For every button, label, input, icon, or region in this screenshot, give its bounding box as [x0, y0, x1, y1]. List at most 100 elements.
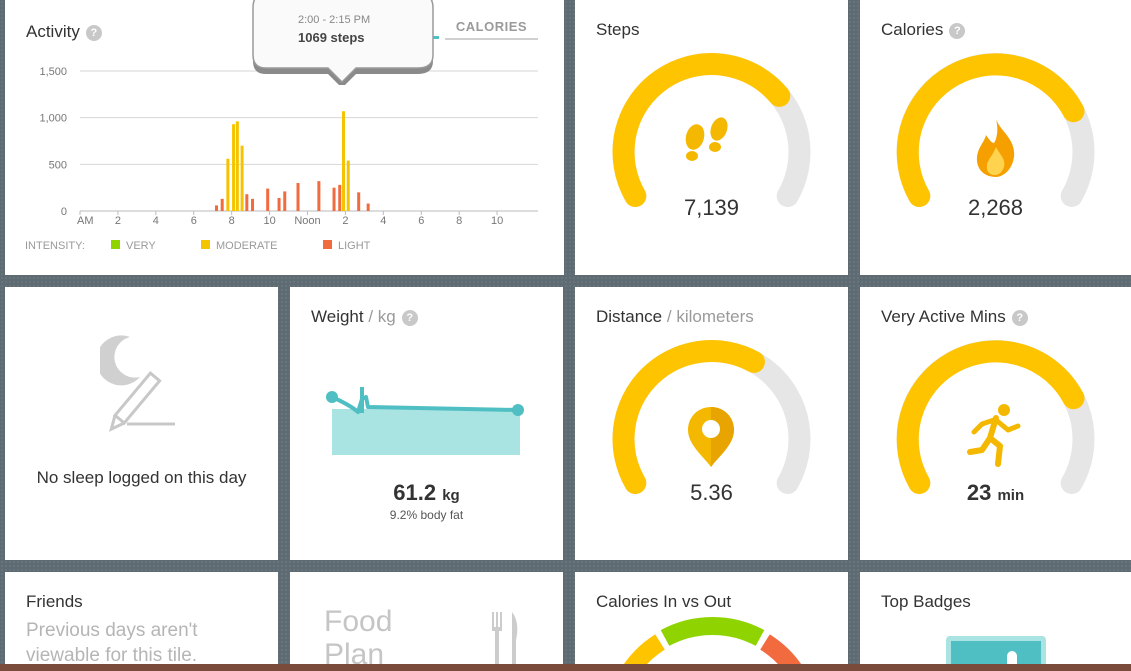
legend-very: VERY — [111, 240, 156, 252]
steps-gauge — [612, 52, 811, 207]
bottom-strip — [0, 664, 1131, 671]
chart-bar-light[interactable] — [366, 203, 370, 211]
legend-moderate-label: MODERATE — [216, 240, 278, 252]
gauge-fill — [896, 340, 1085, 494]
top-badges-tile[interactable]: Top Badges — [860, 572, 1131, 671]
tab-indicator — [433, 36, 439, 39]
tooltip-time: 2:00 - 2:15 PM — [298, 14, 371, 26]
legend-light: LIGHT — [323, 240, 370, 252]
help-icon[interactable]: ? — [85, 25, 102, 41]
y-tick-label: 1,000 — [39, 113, 67, 125]
y-tick-label: 500 — [49, 159, 67, 171]
distance-value: 5.36 — [690, 480, 733, 505]
chart-bar-light[interactable] — [215, 205, 218, 211]
legend-light-label: LIGHT — [338, 240, 371, 252]
distance-gauge — [612, 339, 811, 494]
x-tick-label: 6 — [418, 215, 424, 227]
chart-bar-light[interactable] — [338, 184, 342, 211]
calories-tab-label: CALORIES — [455, 19, 528, 34]
distance-title: Distance / kilometers — [596, 307, 754, 327]
chart-bar-moderate[interactable] — [232, 124, 236, 211]
x-tick-label: 2 — [115, 215, 121, 227]
chart-bar-light[interactable] — [245, 194, 249, 211]
weight-chart — [326, 387, 524, 455]
map-pin-icon — [688, 407, 734, 467]
chart-bars — [215, 111, 370, 211]
weight-unit-label: / kg — [368, 307, 396, 326]
calories-gauge — [896, 52, 1095, 207]
friends-message: Previous days aren't viewable for this t… — [26, 620, 198, 666]
calories-in-out-title: Calories In vs Out — [596, 592, 732, 611]
weight-body-fat: 9.2% body fat — [389, 508, 464, 522]
calories-tile[interactable]: Calories? 2,268 — [860, 0, 1131, 275]
chart-x-tick-labels: AM 2 4 6 8 10 Noon 2 4 6 8 10 — [77, 211, 503, 227]
very-active-tile[interactable]: Very Active Mins? 23 min — [860, 287, 1131, 560]
chart-bar-light[interactable] — [357, 192, 361, 211]
x-tick-label: 10 — [263, 215, 275, 227]
weight-tile[interactable]: Weight / kg? 61.2 kg 9.2% body fat — [290, 287, 563, 560]
chart-bar-light[interactable] — [296, 183, 300, 211]
calories-tab[interactable]: CALORIES — [445, 18, 538, 40]
x-tick-label: 2 — [342, 215, 348, 227]
legend-moderate-swatch — [201, 240, 210, 249]
weight-title: Weight / kg? — [311, 307, 418, 327]
chart-bar-light[interactable] — [251, 198, 255, 211]
help-icon[interactable]: ? — [401, 310, 418, 326]
activity-tile[interactable]: Activity? CALORIES 1,500 1,000 500 0 AM 2 4 6 8… — [5, 0, 564, 275]
help-icon[interactable]: ? — [949, 23, 966, 39]
very-active-gauge — [896, 339, 1095, 494]
x-tick-label: AM — [77, 215, 94, 227]
activity-title-text: Activity — [26, 22, 80, 41]
gauge-fill — [612, 53, 791, 207]
top-badges-title: Top Badges — [881, 592, 971, 611]
runner-icon — [967, 404, 1021, 467]
chart-bar-light[interactable] — [332, 187, 336, 211]
chart-bar-moderate[interactable] — [342, 111, 346, 211]
chart-bar-moderate[interactable] — [235, 121, 239, 211]
food-plan-title: Food Plan — [324, 605, 393, 671]
legend-light-swatch — [323, 240, 332, 249]
very-active-unit: min — [997, 487, 1025, 504]
very-active-number: 23 — [966, 480, 992, 505]
chart-bar-light[interactable] — [317, 181, 321, 211]
chart-bar-light[interactable] — [266, 188, 270, 211]
footprints-icon — [685, 117, 728, 161]
legend-very-swatch — [111, 240, 120, 249]
x-tick-label: 8 — [229, 215, 235, 227]
very-active-value: 23 min — [860, 480, 1131, 506]
chart-grid: 1,500 1,000 500 0 — [39, 66, 538, 218]
calories-title-text: Calories — [881, 20, 944, 39]
chart-bar-light[interactable] — [277, 197, 281, 211]
food-plan-tile[interactable]: Food Plan — [290, 572, 563, 671]
sleep-tile[interactable]: No sleep logged on this day — [5, 287, 278, 560]
steps-title: Steps — [596, 20, 640, 39]
weight-title-text: Weight — [311, 307, 364, 326]
sleep-message: No sleep logged on this day — [36, 468, 247, 487]
tooltip-value: 1069 steps — [298, 30, 365, 45]
help-icon[interactable]: ? — [1011, 310, 1028, 326]
distance-tile[interactable]: Distance / kilometers 5.36 — [575, 287, 848, 560]
chart-bar-moderate[interactable] — [346, 160, 350, 211]
very-active-title-text: Very Active Mins — [881, 307, 1006, 326]
friends-title: Friends — [26, 592, 83, 611]
chart-bar-light[interactable] — [220, 198, 224, 211]
flame-icon — [976, 119, 1015, 177]
gauge-fill — [896, 53, 1085, 207]
calories-title: Calories? — [881, 20, 966, 40]
calories-value: 2,268 — [967, 195, 1024, 220]
y-tick-label: 0 — [61, 206, 67, 218]
legend-very-label: VERY — [126, 240, 156, 252]
gauge-fill — [612, 340, 765, 494]
calories-in-out-tile[interactable]: Calories In vs Out — [575, 572, 848, 671]
intensity-legend: INTENSITY: VERY MODERATE LIGHT — [25, 240, 545, 254]
chart-bar-moderate[interactable] — [240, 145, 244, 211]
intensity-label: INTENSITY: — [25, 240, 85, 252]
activity-chart: 1,500 1,000 500 0 AM 2 4 6 8 10 Noon 2 4 6 8 10 — [39, 66, 538, 227]
chart-bar-light[interactable] — [283, 191, 287, 211]
steps-value: 7,139 — [683, 195, 740, 220]
friends-tile[interactable]: Friends Previous days aren't viewable fo… — [5, 572, 278, 671]
badge-shape — [1007, 651, 1017, 671]
steps-tile[interactable]: Steps 7,139 — [575, 0, 848, 275]
chart-bar-moderate[interactable] — [226, 158, 230, 211]
legend-moderate: MODERATE — [201, 240, 278, 252]
